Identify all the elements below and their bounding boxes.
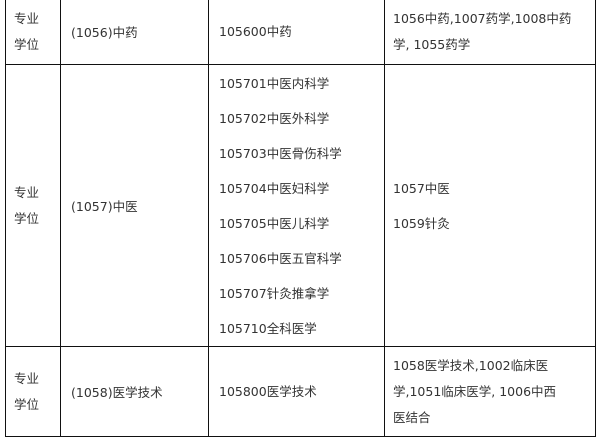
- table-row: 专业 学位 (1058)医学技术 105800医学技术 1058医学技术,100…: [5, 346, 596, 437]
- related-text: 1059针灸: [393, 215, 450, 231]
- table-row: 专业 学位 (1056)中药 105600中药 1056中药,1007药学,10…: [5, 0, 596, 65]
- related-text: 学, 1055药学: [393, 36, 471, 52]
- discipline-cell: (1058)医学技术: [60, 346, 209, 437]
- major-item: 105706中医五官科学: [219, 250, 342, 266]
- discipline-cell: (1057)中医: [60, 64, 209, 347]
- major-item: 105600中药: [219, 23, 292, 39]
- category-cell: 专业 学位: [5, 0, 61, 65]
- major-item: 105702中医外科学: [219, 110, 330, 126]
- category-text: 专业: [14, 10, 40, 26]
- major-item: 105710全科医学: [219, 320, 317, 336]
- related-text: 1057中医: [393, 180, 450, 196]
- major-item: 105800医学技术: [219, 383, 317, 399]
- major-item: 105707针灸推拿学: [219, 285, 330, 301]
- major-item: 105704中医妇科学: [219, 180, 330, 196]
- related-text: 医结合: [393, 409, 431, 425]
- majors-cell: 105600中药: [208, 0, 385, 65]
- majors-cell: 105701中医内科学 105702中医外科学 105703中医骨伤科学 105…: [208, 64, 385, 347]
- related-cell: 1057中医 1059针灸: [384, 64, 596, 347]
- related-text: 1056中药,1007药学,1008中药: [393, 10, 572, 26]
- discipline-table: 专业 学位 (1056)中药 105600中药 1056中药,1007药学,10…: [5, 0, 596, 437]
- category-cell: 专业 学位: [5, 64, 61, 347]
- related-text: 学,1051临床医学, 1006中西: [393, 383, 557, 399]
- discipline-cell: (1056)中药: [60, 0, 209, 65]
- category-text: 学位: [14, 36, 40, 52]
- major-item: 105705中医儿科学: [219, 215, 330, 231]
- major-item: 105703中医骨伤科学: [219, 145, 342, 161]
- major-item: 105701中医内科学: [219, 75, 330, 91]
- related-text: 1058医学技术,1002临床医: [393, 357, 549, 373]
- majors-cell: 105800医学技术: [208, 346, 385, 437]
- category-text: 专业: [14, 370, 40, 386]
- category-text: 专业: [14, 184, 40, 200]
- category-text: 学位: [14, 210, 40, 226]
- related-cell: 1056中药,1007药学,1008中药 学, 1055药学: [384, 0, 596, 65]
- related-cell: 1058医学技术,1002临床医 学,1051临床医学, 1006中西 医结合: [384, 346, 596, 437]
- category-text: 学位: [14, 396, 40, 412]
- table-row: 专业 学位 (1057)中医 105701中医内科学 105702中医外科学 1…: [5, 64, 596, 347]
- category-cell: 专业 学位: [5, 346, 61, 437]
